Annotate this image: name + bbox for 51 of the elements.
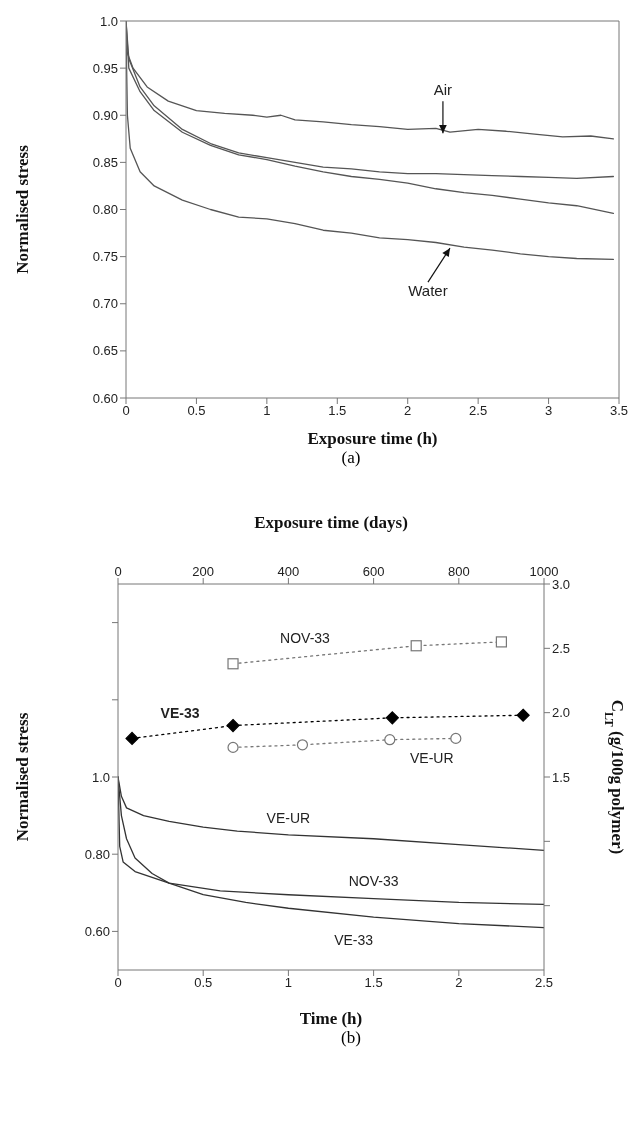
text: (a) <box>340 448 362 468</box>
series-label: NOV-33 <box>348 873 399 890</box>
y-tick-label: 1.0 <box>99 13 118 29</box>
x-tick-label: 1.5 <box>328 403 347 419</box>
y-tick-label: 0.70 <box>92 296 118 312</box>
x-tick-label: 2 <box>404 403 412 419</box>
x2-tick-label: 1 <box>284 975 293 991</box>
y2-tick-label: 2.5 <box>552 640 571 656</box>
x-tick-label: 800 <box>447 564 470 579</box>
x2-axis-title: Time (h) <box>299 1009 363 1028</box>
y2-tick-label: 2.0 <box>552 705 571 721</box>
x2-tick-label: 0 <box>114 975 122 991</box>
x-tick-label: 2.5 <box>469 403 488 419</box>
text: (b) <box>340 1028 362 1048</box>
y-tick-label: 0.80 <box>84 846 110 862</box>
y-tick-label: 0.85 <box>92 154 118 170</box>
y-tick-label: 0.60 <box>92 390 118 406</box>
x-tick-label: 0.5 <box>187 403 206 419</box>
x2-tick-label: 2.5 <box>534 975 554 991</box>
x2-tick-label: 1.5 <box>364 975 383 991</box>
annotation: Air <box>433 81 453 99</box>
y-tick-label: 0.65 <box>92 343 118 359</box>
y-tick-label: 0.90 <box>92 107 118 123</box>
series-label: VE-UR <box>410 750 454 767</box>
x-tick-label: 0 <box>122 403 130 419</box>
annotation: Water <box>408 282 448 300</box>
y-tick-label: 0.95 <box>92 60 118 76</box>
x-tick-label: 3 <box>544 403 553 419</box>
y-axis-title: Normalised stress <box>13 712 33 842</box>
y2-tick-label: 1.5 <box>552 769 571 785</box>
series-label: NOV-33 <box>280 630 331 647</box>
x-tick-label: 1 <box>263 403 271 419</box>
y-tick-label: 1.0 <box>91 769 110 785</box>
x-axis-title: Exposure time (h) <box>307 429 438 448</box>
y-tick-label: 0.75 <box>92 249 118 265</box>
x-tick-label: 200 <box>192 564 215 579</box>
x2-tick-label: 0.5 <box>194 975 213 991</box>
series-label: VE-33 <box>160 705 200 722</box>
x-tick-label: 400 <box>277 564 300 579</box>
series-label: VE-UR <box>266 809 311 826</box>
y-tick-label: 0.60 <box>84 924 110 940</box>
x-axis-title: Exposure time (days) <box>254 513 408 533</box>
y2-tick-label: 3.0 <box>552 576 571 592</box>
series-label: VE-33 <box>334 931 374 948</box>
x2-tick-label: 2 <box>455 975 463 991</box>
x-tick-label: 3.5 <box>609 403 629 419</box>
x-tick-label: 1000 <box>529 564 559 579</box>
y-axis-title: Normalised stress <box>13 144 33 274</box>
y-tick-label: 0.80 <box>92 202 118 218</box>
x-tick-label: 600 <box>362 564 385 579</box>
x-tick-label: 0 <box>114 564 122 579</box>
